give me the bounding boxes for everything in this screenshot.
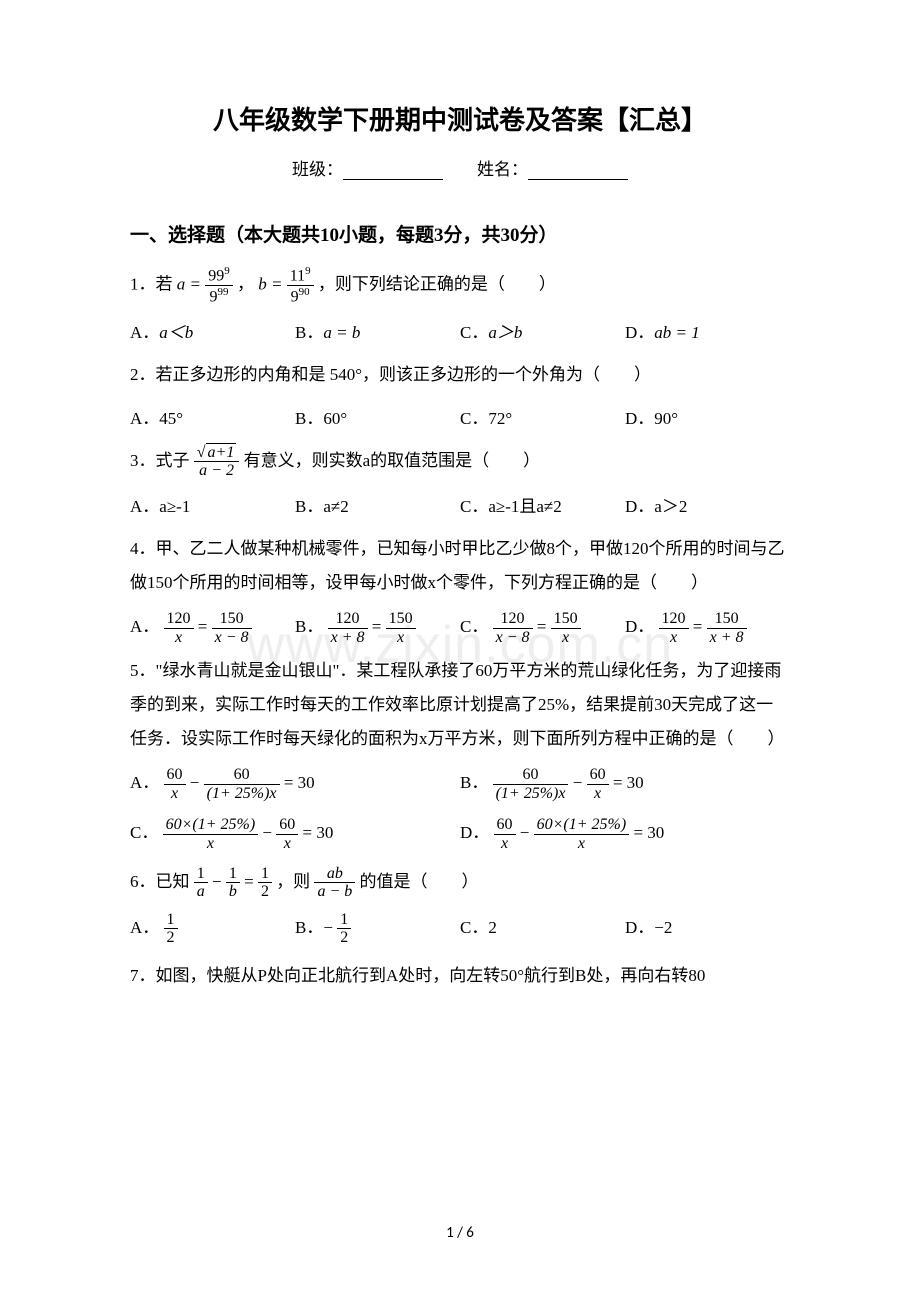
q6-prefix: 6．已知 (130, 872, 190, 891)
q6-opt-b: B．− 12 (295, 911, 460, 947)
q3-opt-c: C．a≥-1且a≠2 (460, 490, 625, 524)
q2-opt-d: D．90° (625, 402, 790, 436)
q6-options: A． 12 B．− 12 C．2 D．−2 (130, 911, 790, 947)
q5-options: A． 60x − 60(1+ 25%)x = 30 B． 60(1+ 25%)x… (130, 766, 790, 852)
q1-a-eq: a = (177, 274, 201, 293)
q4-options: A． 120x = 150x − 8 B． 120x + 8 = 150x C．… (130, 610, 790, 646)
q4-opt-b: B． 120x + 8 = 150x (295, 610, 460, 646)
question-2: 2．若正多边形的内角和是 540°，则该正多边形的一个外角为（ ） (130, 358, 790, 392)
q1-opt-c: C．a＞b (460, 316, 625, 350)
question-4: 4．甲、乙二人做某种机械零件，已知每小时甲比乙少做8个，甲做120个所用的时间与… (130, 532, 790, 600)
question-6: 6．已知 1a − 1b = 12 ，则 aba − b 的值是（ ） (130, 865, 790, 901)
q4-opt-d: D． 120x = 150x + 8 (625, 610, 790, 646)
q1-suffix: ，则下列结论正确的是（ ） (318, 274, 556, 293)
q5-opt-c: C． 60×(1+ 25%)x − 60x = 30 (130, 816, 460, 852)
q1-frac-a: 999 999 (205, 265, 233, 306)
question-5: 5．"绿水青山就是金山银山"．某工程队承接了60万平方米的荒山绿化任务，为了迎接… (130, 654, 790, 756)
q5-opt-b: B． 60(1+ 25%)x − 60x = 30 (460, 766, 790, 802)
q5-opt-a: A． 60x − 60(1+ 25%)x = 30 (130, 766, 460, 802)
q1-b-eq: b = (258, 274, 282, 293)
q1-options: A．a＜b B．a = b C．a＞b D．ab = 1 (130, 316, 790, 350)
class-label: 班级： (292, 160, 343, 179)
question-7: 7．如图，快艇从P处向正北航行到A处时，向左转50°航行到B处，再向右转80 (130, 959, 790, 993)
q3-opt-b: B．a≠2 (295, 490, 460, 524)
q3-suffix: 有意义，则实数a的取值范围是（ ） (244, 451, 541, 470)
q5-opt-d: D． 60x − 60×(1+ 25%)x = 30 (460, 816, 790, 852)
q3-opt-a: A．a≥-1 (130, 490, 295, 524)
q2-opt-c: C．72° (460, 402, 625, 436)
name-blank (528, 162, 628, 180)
q6-suffix: 的值是（ ） (359, 872, 478, 891)
q1-opt-b: B．a = b (295, 316, 460, 350)
q4-opt-c: C． 120x − 8 = 150x (460, 610, 625, 646)
class-blank (343, 162, 443, 180)
page-title: 八年级数学下册期中测试卷及答案【汇总】 (130, 100, 790, 137)
q1-frac-b: 119 990 (287, 265, 314, 306)
q6-opt-d: D．−2 (625, 911, 790, 947)
q3-opt-d: D．a＞2 (625, 490, 790, 524)
q1-prefix: 1．若 (130, 274, 173, 293)
page-footer: 1 / 6 (0, 1224, 920, 1242)
q6-mid: ，则 (276, 872, 310, 891)
q6-opt-a: A． 12 (130, 911, 295, 947)
q2-options: A．45° B．60° C．72° D．90° (130, 402, 790, 436)
q1-opt-a: A．a＜b (130, 316, 295, 350)
q2-opt-b: B．60° (295, 402, 460, 436)
section-1-header: 一、选择题（本大题共10小题，每题3分，共30分） (130, 220, 790, 247)
q2-opt-a: A．45° (130, 402, 295, 436)
q3-prefix: 3．式子 (130, 451, 190, 470)
q3-options: A．a≥-1 B．a≠2 C．a≥-1且a≠2 D．a＞2 (130, 490, 790, 524)
q4-opt-a: A． 120x = 150x − 8 (130, 610, 295, 646)
q1-mid: ， (237, 274, 254, 293)
student-info-line: 班级： 姓名： (130, 155, 790, 180)
q1-opt-d: D．ab = 1 (625, 316, 790, 350)
name-label: 姓名： (477, 160, 528, 179)
question-3: 3．式子 √a+1 a − 2 有意义，则实数a的取值范围是（ ） (130, 444, 790, 480)
q6-opt-c: C．2 (460, 911, 625, 947)
q3-frac: √a+1 a − 2 (194, 444, 240, 480)
question-1: 1．若 a = 999 999 ， b = 119 990 ，则下列结论正确的是… (130, 265, 790, 306)
